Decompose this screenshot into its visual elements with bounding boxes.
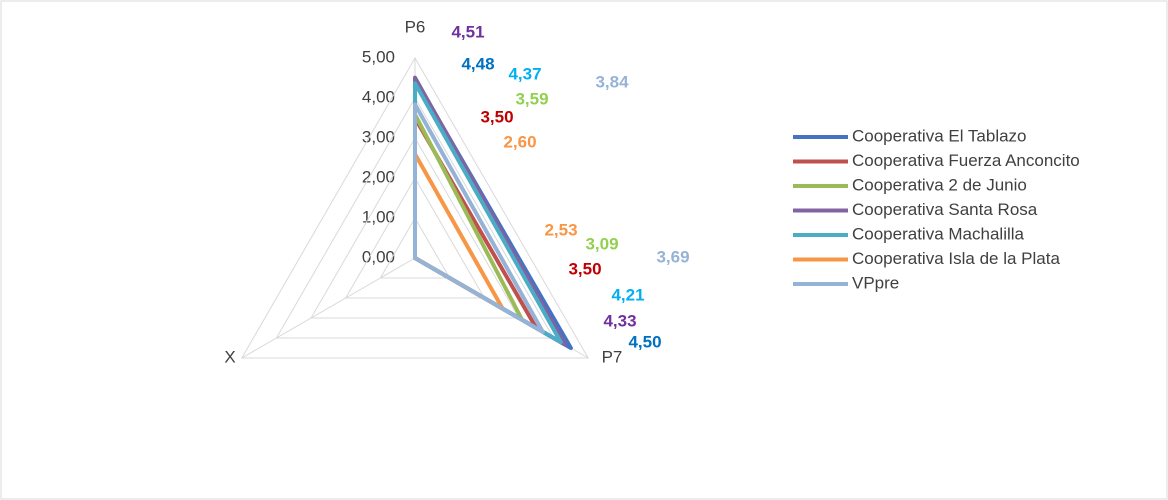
data-label: 3,50 — [480, 107, 513, 126]
data-label: 4,50 — [628, 332, 661, 351]
data-label: 4,33 — [603, 311, 636, 330]
data-label: 4,21 — [611, 285, 644, 304]
r-tick-label: 1,00 — [362, 207, 395, 226]
data-label: 4,51 — [451, 22, 484, 41]
data-label: 2,53 — [544, 220, 577, 239]
spoke — [241, 257, 416, 359]
grid-line — [275, 97, 555, 339]
data-label: 3,09 — [585, 234, 618, 253]
r-tick-label: 3,00 — [362, 127, 395, 146]
legend-label: Cooperativa Fuerza Anconcito — [852, 151, 1080, 170]
legend-label: Cooperativa 2 de Junio — [852, 175, 1027, 194]
data-label: 2,60 — [503, 132, 536, 151]
series-line — [413, 102, 545, 334]
legend-label: Cooperativa Isla de la Plata — [852, 249, 1060, 268]
legend-label: Cooperativa Machalilla — [852, 224, 1025, 243]
category-label: P7 — [602, 347, 623, 366]
data-label: 3,84 — [595, 72, 629, 91]
data-label: 4,37 — [508, 64, 541, 83]
legend-label: VPpre — [852, 273, 899, 292]
data-label: 3,69 — [656, 247, 689, 266]
grid-line — [240, 56, 590, 359]
data-label: 3,59 — [515, 89, 548, 108]
grid-line — [310, 136, 520, 319]
grid-line — [344, 177, 486, 299]
data-label: 4,48 — [461, 54, 494, 73]
r-tick-label: 4,00 — [362, 87, 395, 106]
grid-line — [379, 217, 451, 279]
r-tick-label: 0,00 — [362, 247, 395, 266]
category-label: X — [224, 347, 235, 366]
r-tick-label: 5,00 — [362, 47, 395, 66]
legend-label: Cooperativa Santa Rosa — [852, 200, 1038, 219]
legend-label: Cooperativa El Tablazo — [852, 126, 1027, 145]
data-label: 3,50 — [568, 259, 601, 278]
category-label: P6 — [405, 17, 426, 36]
r-tick-label: 2,00 — [362, 167, 395, 186]
